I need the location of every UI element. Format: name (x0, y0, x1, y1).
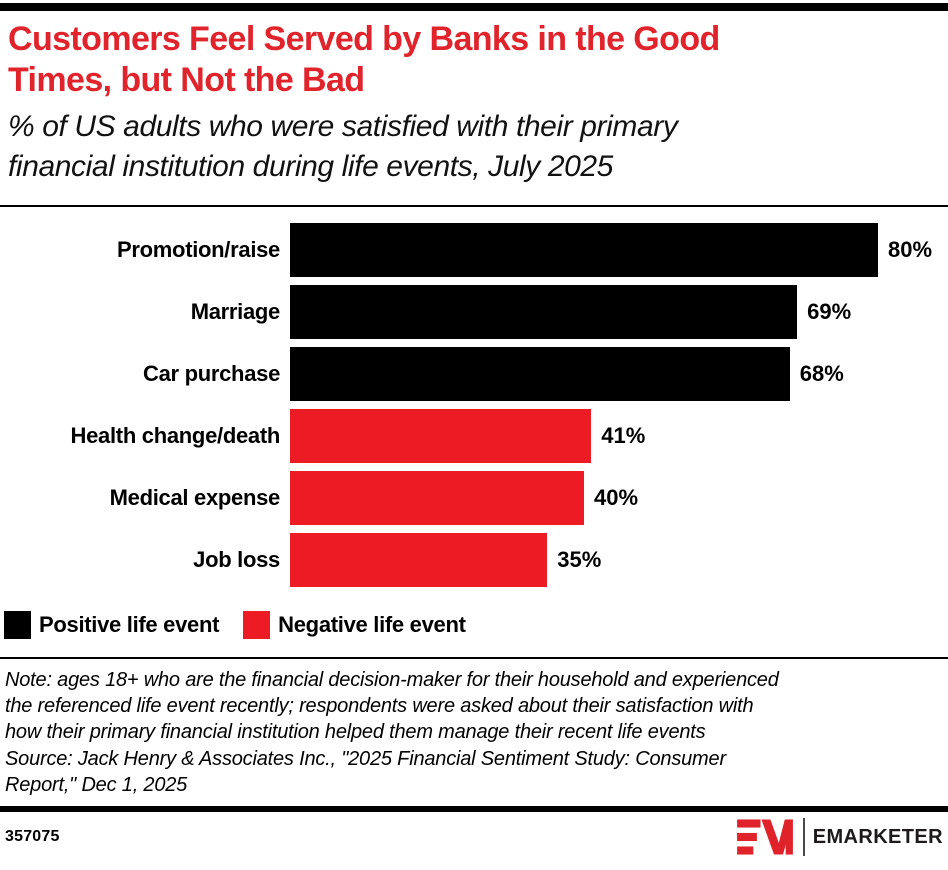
source-line-1: Source: Jack Henry & Associates Inc., "2… (5, 747, 726, 770)
footnote: Note: ages 18+ who are the financial dec… (5, 667, 940, 798)
category-label: Job loss (193, 547, 280, 572)
value-label: 40% (594, 485, 639, 510)
value-label: 69% (807, 299, 852, 324)
top-divider (0, 3, 948, 11)
bar-row: Health change/death 41% (0, 409, 948, 463)
value-label: 35% (557, 547, 602, 572)
title-line-2: Times, but Not the Bad (8, 61, 365, 99)
bar-chart: Promotion/raise 80% Marriage 69% Car pur… (0, 223, 948, 587)
bar-medical-expense (290, 471, 584, 525)
bar-marriage (290, 285, 798, 339)
chart-legend: Positive life event Negative life event (0, 611, 948, 639)
value-label: 80% (888, 237, 933, 262)
logo-divider (802, 818, 805, 857)
bar-job-loss (290, 533, 548, 587)
note-line-3: how their primary financial institution … (5, 721, 706, 744)
chart-id: 357075 (5, 828, 60, 846)
footer: 357075 EMARKETER (0, 817, 948, 857)
emarketer-logo: EMARKETER (736, 818, 943, 857)
legend-label-positive: Positive life event (39, 612, 220, 637)
value-label: 41% (601, 423, 646, 448)
header-divider (0, 205, 948, 207)
legend-label-negative: Negative life event (278, 612, 466, 637)
legend-swatch-negative (243, 611, 271, 639)
category-label: Medical expense (109, 485, 281, 510)
bar-row: Promotion/raise 80% (0, 223, 948, 277)
category-label: Marriage (190, 299, 281, 324)
subtitle-line-2: financial institution during life events… (8, 150, 613, 183)
value-label: 68% (799, 361, 844, 386)
bar-row: Medical expense 40% (0, 471, 948, 525)
bar-row: Job loss 35% (0, 533, 948, 587)
note-line-1: Note: ages 18+ who are the financial dec… (5, 669, 779, 691)
subtitle-line-1: % of US adults who were satisfied with t… (8, 110, 678, 143)
bar-row: Car purchase 68% (0, 347, 948, 401)
footnote-divider (0, 657, 948, 659)
category-label: Promotion/raise (117, 237, 280, 262)
chart-subtitle: % of US adults who were satisfied with t… (8, 107, 940, 187)
note-line-2: the referenced life event recently; resp… (5, 695, 754, 718)
source-line-2: Report," Dec 1, 2025 (5, 773, 188, 796)
emarketer-wordmark: EMARKETER (812, 825, 943, 848)
bar-health-change-death (290, 409, 592, 463)
em-mark-icon (736, 819, 793, 855)
bar-car-purchase (290, 347, 790, 401)
bar-promotion-raise (290, 223, 878, 277)
footer-divider (0, 806, 948, 813)
bar-row: Marriage 69% (0, 285, 948, 339)
category-label: Car purchase (142, 361, 280, 386)
legend-swatch-positive (4, 611, 31, 639)
category-label: Health change/death (70, 423, 281, 448)
page-title: Customers Feel Served by Banks in the Go… (8, 19, 940, 101)
title-line-1: Customers Feel Served by Banks in the Go… (8, 20, 720, 58)
